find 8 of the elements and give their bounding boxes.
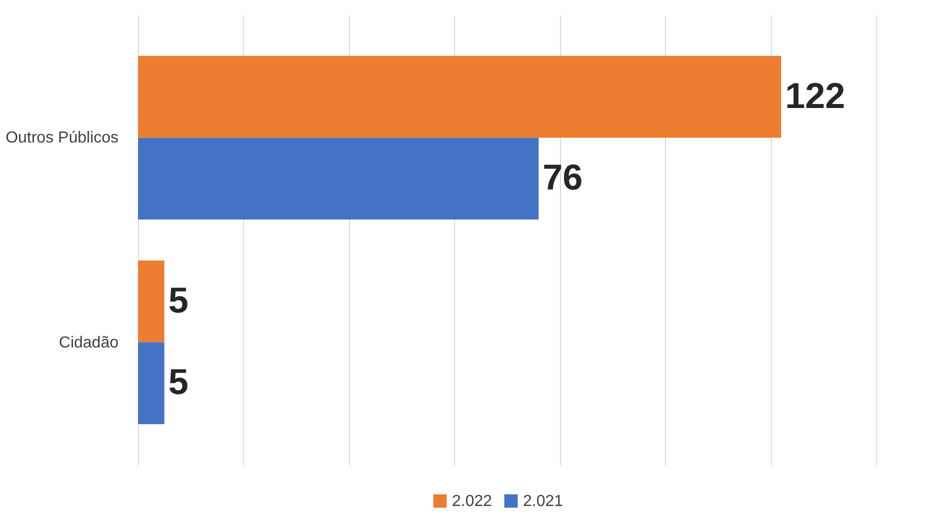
data-label: 5 xyxy=(168,361,188,402)
data-label: 5 xyxy=(168,279,188,320)
data-label: 76 xyxy=(542,156,583,198)
data-label: 122 xyxy=(785,74,846,116)
y-tick-label: Cidadão xyxy=(58,334,119,352)
legend-label: 2.021 xyxy=(523,493,564,510)
legend-label: 2.022 xyxy=(452,493,492,510)
y-tick-label: Outros Públicos xyxy=(6,130,118,147)
